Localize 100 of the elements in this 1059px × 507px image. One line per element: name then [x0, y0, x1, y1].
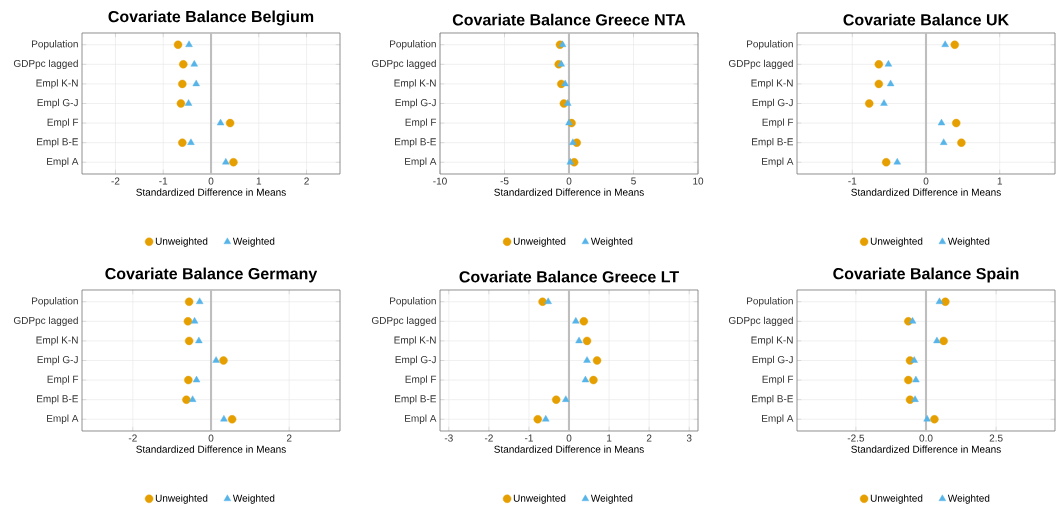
legend-label: Unweighted	[155, 237, 208, 247]
chart-title: Covariate Balance Greece LT	[459, 270, 679, 283]
point	[923, 414, 931, 422]
point	[884, 60, 893, 67]
point	[886, 79, 895, 87]
point	[935, 297, 944, 304]
point	[216, 118, 225, 126]
y-tick-label: Empl G-J	[395, 355, 436, 366]
y-tick-label: Empl G-J	[752, 355, 793, 366]
legend-label: Unweighted	[870, 494, 923, 504]
point	[874, 79, 884, 89]
chart-title: Covariate Balance Belgium	[108, 10, 314, 26]
legend-label: Weighted	[590, 494, 633, 504]
point	[874, 60, 884, 69]
point	[952, 118, 961, 128]
x-tick-label: 3	[686, 434, 692, 442]
point	[219, 356, 228, 365]
y-tick-label: GDPpc lagged	[13, 316, 78, 326]
point	[220, 414, 228, 422]
point	[173, 40, 183, 49]
point	[222, 157, 230, 165]
x-axis-title: Standardized Difference in Means	[136, 188, 286, 196]
y-tick-label: Empl G-J	[37, 98, 78, 109]
legend-label: Unweighted	[513, 237, 566, 247]
x-tick-label: -3	[444, 434, 453, 442]
y-tick-label: Empl A	[405, 414, 437, 424]
point	[912, 375, 920, 383]
point	[566, 157, 574, 165]
point	[184, 375, 193, 385]
point	[911, 395, 919, 402]
x-tick-label: -5	[500, 177, 509, 185]
y-tick-label: Population	[32, 40, 78, 50]
point	[939, 336, 948, 346]
point	[179, 60, 188, 69]
x-tick-label: 2	[304, 177, 309, 185]
y-tick-label: Empl K-N	[751, 79, 793, 89]
y-tick-label: Empl B-E	[752, 137, 794, 148]
point	[562, 395, 570, 402]
x-axis-title: Standardized Difference in Means	[851, 445, 1001, 453]
x-tick-label: -2	[484, 434, 493, 442]
x-tick-label: 10	[693, 177, 704, 185]
point	[188, 395, 197, 402]
chart-title: Covariate Balance UK	[843, 13, 1009, 26]
y-tick-label: Population	[32, 297, 78, 307]
x-tick-label: 0	[208, 177, 214, 185]
y-tick-label: Empl B-E	[395, 137, 437, 148]
y-tick-label: GDPpc lagged	[728, 316, 793, 326]
legend-label: Unweighted	[870, 237, 923, 247]
y-tick-label: Empl G-J	[752, 98, 793, 109]
x-tick-label: 0	[208, 434, 214, 442]
x-tick-label: 2.5	[989, 434, 1003, 442]
point	[176, 99, 186, 108]
x-tick-label: 1	[607, 434, 612, 442]
point	[569, 138, 577, 145]
legend-label: Weighted	[947, 494, 990, 504]
point	[182, 395, 191, 404]
y-tick-label: Empl F	[405, 375, 437, 385]
point	[865, 99, 874, 108]
point	[542, 414, 550, 422]
point	[184, 297, 194, 306]
y-tick-label: GDPpc lagged	[13, 59, 78, 69]
x-tick-label: -2	[111, 177, 120, 185]
legend-label: Unweighted	[155, 494, 208, 504]
y-tick-label: Empl K-N	[394, 336, 436, 346]
y-tick-label: Population	[747, 297, 793, 307]
legend-label: Unweighted	[513, 494, 566, 504]
legend-label: Weighted	[590, 237, 633, 247]
point	[589, 375, 598, 385]
point	[184, 99, 193, 106]
y-tick-label: Empl F	[47, 118, 79, 128]
y-tick-label: Empl K-N	[394, 79, 436, 89]
y-tick-label: Empl B-E	[752, 394, 794, 405]
y-tick-label: Empl B-E	[37, 137, 79, 148]
point	[178, 138, 187, 147]
point	[582, 336, 592, 346]
x-tick-label: -2.5	[847, 434, 865, 442]
point	[882, 157, 891, 167]
point	[583, 356, 591, 363]
y-tick-label: Empl A	[405, 157, 437, 167]
y-tick-label: Empl K-N	[36, 79, 78, 89]
y-tick-label: Population	[747, 40, 793, 50]
point	[941, 40, 949, 47]
x-tick-label: 0	[566, 434, 572, 442]
point	[957, 138, 966, 147]
point	[229, 157, 238, 167]
x-tick-label: 0	[923, 177, 929, 185]
point	[908, 317, 917, 324]
point	[904, 375, 913, 385]
y-tick-label: Empl K-N	[751, 336, 793, 346]
y-tick-label: Empl F	[405, 118, 437, 128]
y-tick-label: Empl F	[762, 118, 794, 128]
point	[564, 99, 572, 106]
point	[575, 336, 583, 344]
point	[192, 375, 201, 383]
point	[227, 414, 237, 424]
y-tick-label: Empl K-N	[36, 336, 78, 346]
point	[192, 79, 200, 87]
y-tick-label: Empl B-E	[37, 394, 79, 405]
x-axis-title: Standardized Difference in Means	[494, 445, 644, 453]
y-tick-label: Empl F	[47, 375, 79, 385]
